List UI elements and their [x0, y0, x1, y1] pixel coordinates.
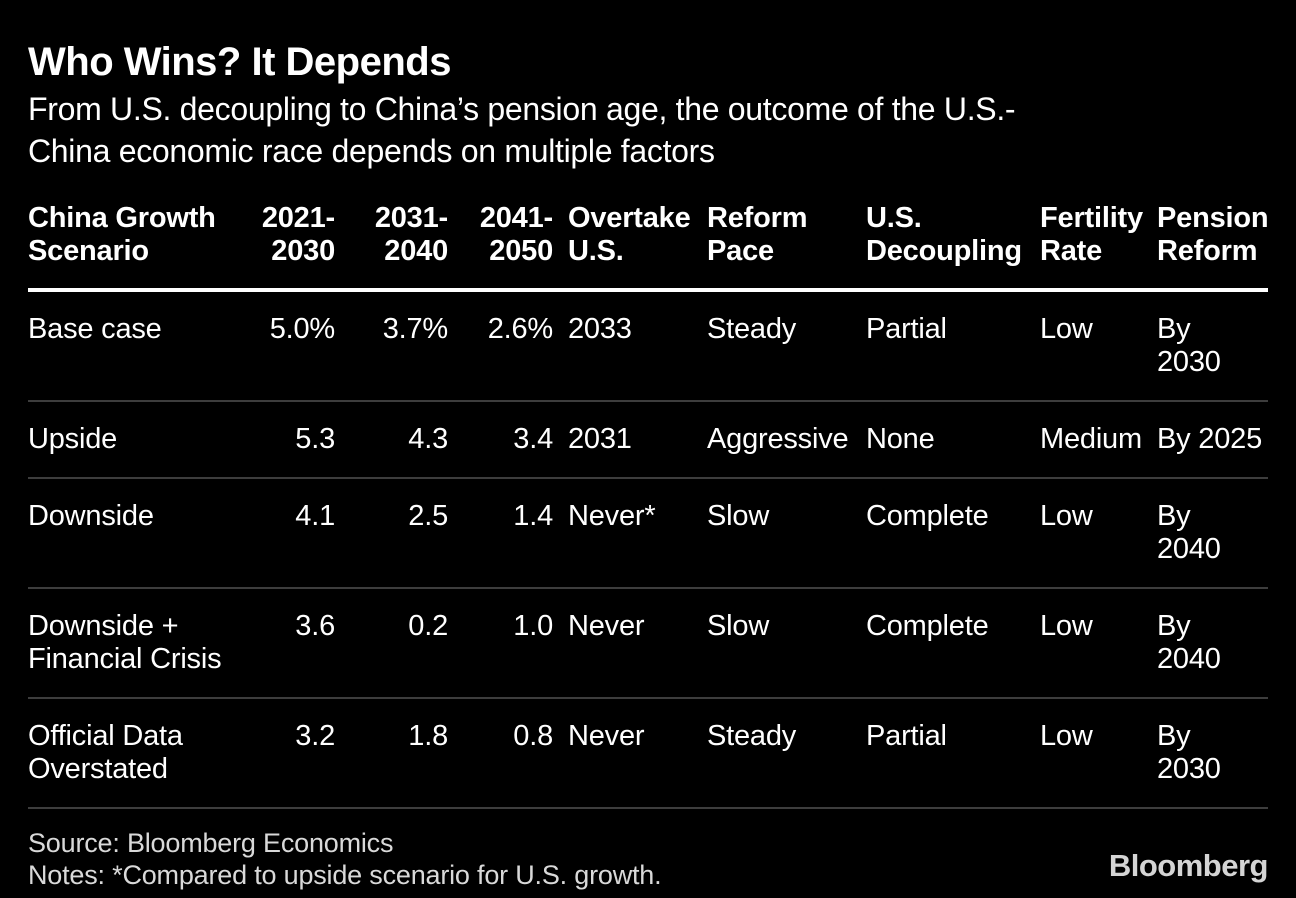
table-body: Base case 5.0% 3.7% 2.6% 2033 Steady Par…: [28, 290, 1268, 809]
scenario-table: China Growth Scenario 2021- 2030 2031- 2…: [28, 202, 1269, 809]
table-cell: 5.3: [233, 401, 335, 479]
table-cell: Never: [553, 588, 707, 699]
table-cell: None: [866, 401, 1040, 479]
column-header-scenario: China Growth Scenario: [28, 202, 233, 292]
table-cell: Never*: [553, 478, 707, 589]
header-row: China Growth Scenario 2021- 2030 2031- 2…: [28, 202, 1269, 292]
table-cell: Upside: [28, 401, 233, 479]
chart-container: Who Wins? It Depends From U.S. decouplin…: [28, 40, 1269, 891]
table-cell: 0.8: [448, 698, 553, 809]
chart-title: Who Wins? It Depends: [28, 40, 451, 84]
table-cell: Slow: [707, 478, 866, 589]
bloomberg-logo: Bloomberg: [1108, 848, 1269, 883]
table-cell: 3.2: [233, 698, 335, 809]
table-cell: Low: [1040, 478, 1157, 589]
table-cell: Never: [553, 698, 707, 809]
table-cell: Low: [1040, 290, 1157, 402]
table-header: China Growth Scenario 2021- 2030 2031- 2…: [28, 202, 1269, 292]
table-row-downside: Downside 4.1 2.5 1.4 Never* Slow Complet…: [28, 478, 1268, 589]
table-cell: 1.8: [335, 698, 448, 809]
table-cell: Complete: [866, 478, 1040, 589]
table-cell: 4.3: [335, 401, 448, 479]
table-cell: 5.0%: [233, 290, 335, 402]
table-cell: Partial: [866, 698, 1040, 809]
table-cell: By 2030: [1157, 290, 1268, 402]
table-cell: 4.1: [233, 478, 335, 589]
table-cell: By 2030: [1157, 698, 1268, 809]
table-row-base-case: Base case 5.0% 3.7% 2.6% 2033 Steady Par…: [28, 290, 1268, 402]
column-header-pension-reform: Pension Reform: [1157, 202, 1269, 292]
column-header-2031-2040: 2031- 2040: [335, 202, 448, 292]
table-cell: 3.4: [448, 401, 553, 479]
table-cell: Medium: [1040, 401, 1157, 479]
source-note: Source: Bloomberg Economics: [28, 828, 394, 858]
table-row-upside: Upside 5.3 4.3 3.4 2031 Aggressive None …: [28, 401, 1268, 479]
column-header-us-decoupling: U.S. Decoupling: [866, 202, 1040, 292]
table-cell: Downside + Financial Crisis: [28, 588, 233, 699]
table-cell: Low: [1040, 588, 1157, 699]
chart-subtitle: From U.S. decoupling to China’s pension …: [28, 91, 1016, 169]
table-cell: Downside: [28, 478, 233, 589]
table-cell: Slow: [707, 588, 866, 699]
table-cell: 2033: [553, 290, 707, 402]
table-cell: By 2040: [1157, 588, 1268, 699]
table-cell: 2031: [553, 401, 707, 479]
table-cell: 1.4: [448, 478, 553, 589]
table-cell: By 2040: [1157, 478, 1268, 589]
column-header-reform-pace: Reform Pace: [707, 202, 866, 292]
table-cell: 0.2: [335, 588, 448, 699]
column-header-overtake-us: Overtake U.S.: [553, 202, 707, 292]
table-cell: Steady: [707, 698, 866, 809]
table-cell: Low: [1040, 698, 1157, 809]
table-cell: Aggressive: [707, 401, 866, 479]
table-cell: Partial: [866, 290, 1040, 402]
column-header-2041-2050: 2041- 2050: [448, 202, 553, 292]
footnote: Notes: *Compared to upside scenario for …: [28, 860, 662, 890]
table-cell: 2.5: [335, 478, 448, 589]
chart-footer: Source: Bloomberg Economics Notes: *Comp…: [28, 827, 1268, 891]
table-cell: 3.7%: [335, 290, 448, 402]
table-row-official-data-overstated: Official Data Overstated 3.2 1.8 0.8 Nev…: [28, 698, 1268, 809]
column-header-fertility-rate: Fertility Rate: [1040, 202, 1157, 292]
column-header-2021-2030: 2021- 2030: [233, 202, 335, 292]
table-cell: Base case: [28, 290, 233, 402]
table-cell: 3.6: [233, 588, 335, 699]
table-cell: 2.6%: [448, 290, 553, 402]
table-cell: By 2025: [1157, 401, 1268, 479]
table-cell: 1.0: [448, 588, 553, 699]
table-cell: Official Data Overstated: [28, 698, 233, 809]
table-row-downside-financial-crisis: Downside + Financial Crisis 3.6 0.2 1.0 …: [28, 588, 1268, 699]
table-cell: Complete: [866, 588, 1040, 699]
table-cell: Steady: [707, 290, 866, 402]
